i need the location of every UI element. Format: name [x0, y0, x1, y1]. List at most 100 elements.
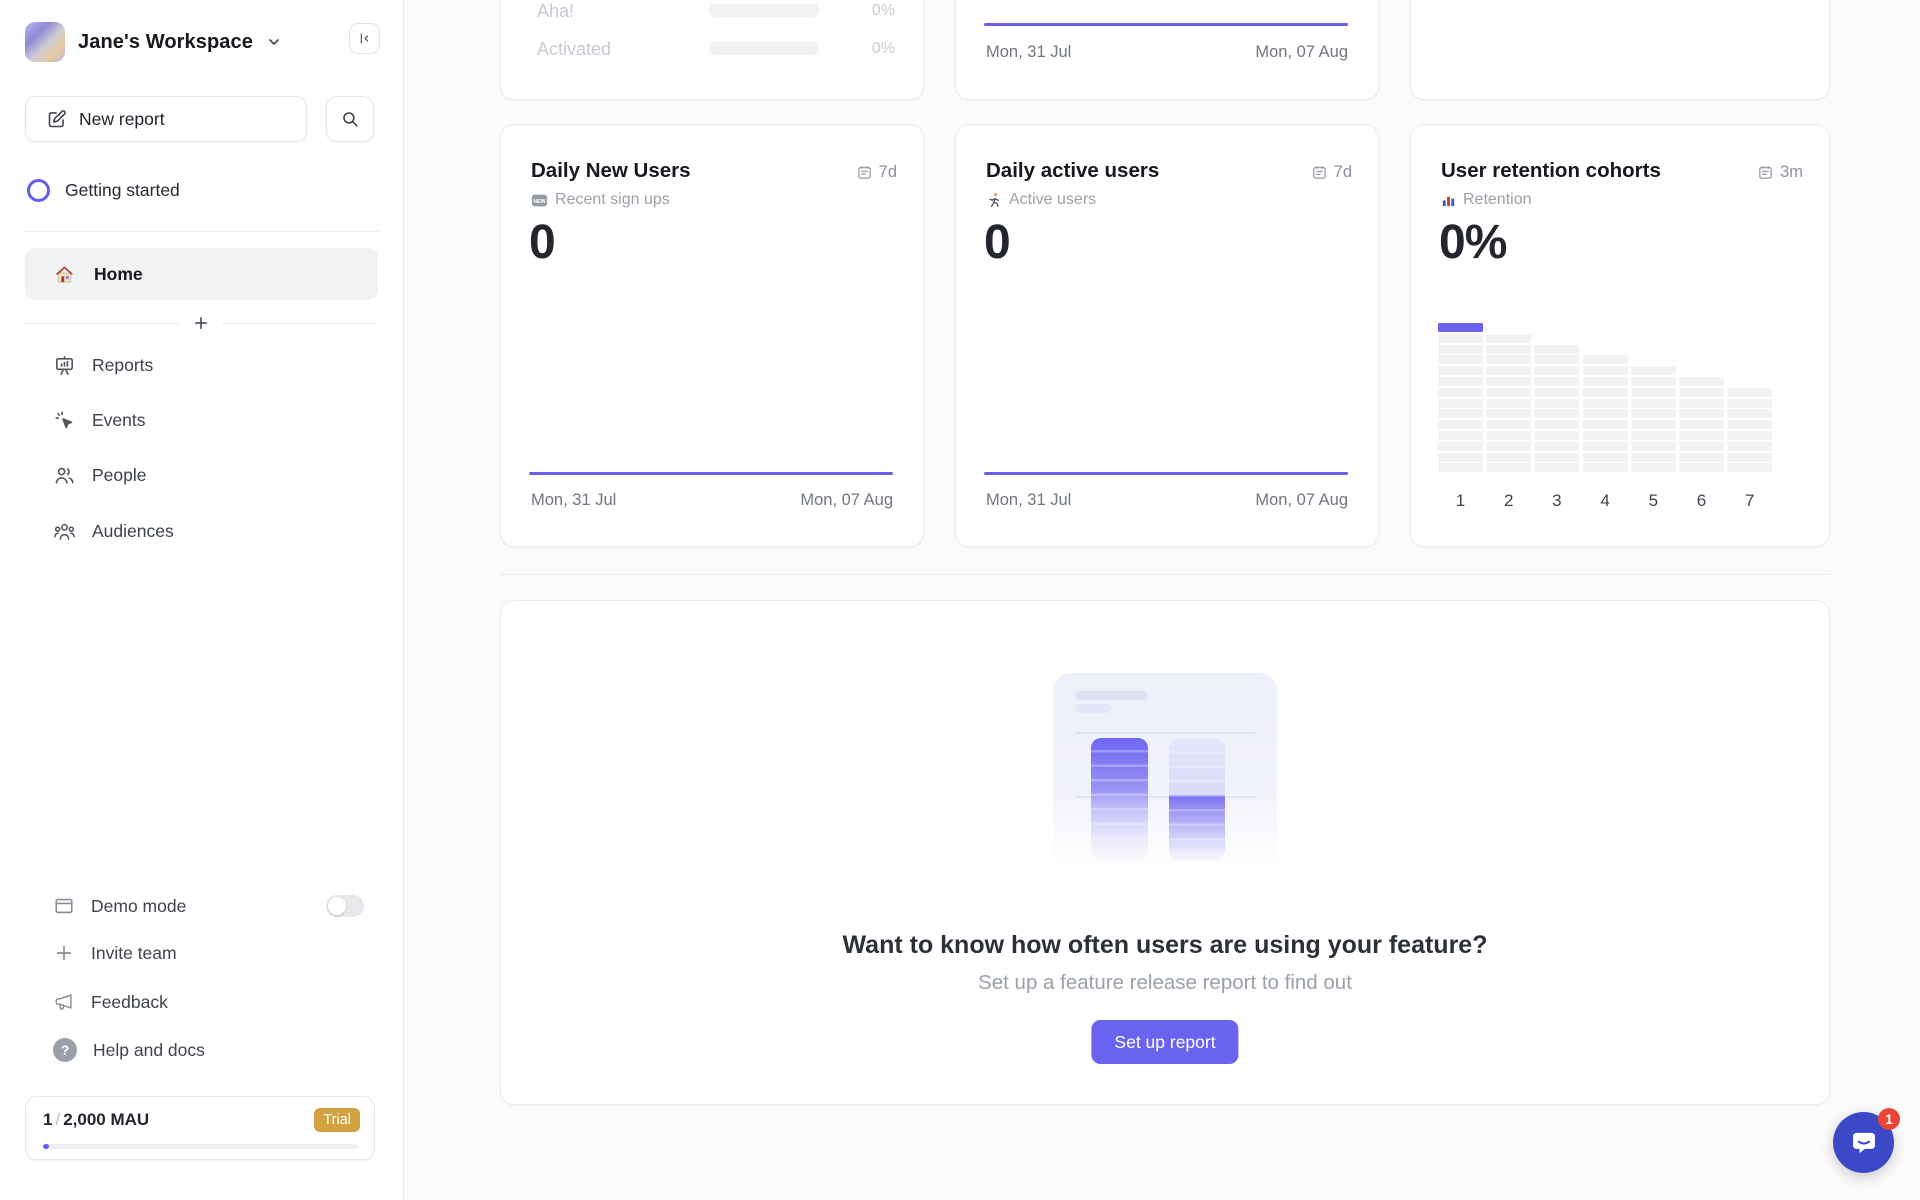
demo-mode-toggle[interactable] [326, 895, 364, 917]
range-label: 7d [1333, 163, 1352, 181]
mau-separator: / [55, 1110, 61, 1129]
workspace-name: Jane's Workspace [78, 30, 253, 53]
cohort-cell [1486, 333, 1532, 343]
events-label: Events [92, 409, 146, 430]
funnel-step-label: Aha! [537, 1, 575, 21]
cohort-cell [1582, 377, 1628, 386]
cohort-cell [1534, 441, 1580, 451]
sidebar-item-audiences[interactable]: Audiences [25, 511, 174, 551]
demo-mode-label: Demo mode [91, 895, 187, 916]
runner-icon [986, 192, 1002, 208]
funnel-step-row: Aha! 0% [501, 1, 923, 21]
sidebar-divider [25, 231, 379, 232]
workspace-switcher[interactable]: Jane's Workspace [25, 22, 282, 62]
notification-badge: 1 [1878, 1108, 1900, 1130]
audiences-label: Audiences [92, 520, 174, 541]
sidebar-item-invite-team[interactable]: Invite team [25, 933, 177, 973]
calendar-icon [1311, 164, 1328, 181]
card-title: Daily active users [986, 159, 1160, 182]
cohort-cell [1438, 409, 1483, 419]
sidebar-item-home[interactable]: Home [25, 248, 378, 300]
sidebar-item-reports[interactable]: Reports [25, 345, 153, 385]
sidebar-item-feedback[interactable]: Feedback [25, 982, 168, 1022]
cohort-week-label: 7 [1744, 491, 1755, 510]
search-button[interactable] [326, 96, 374, 142]
cta-title: Want to know how often users are using y… [842, 931, 1488, 959]
date-range-control[interactable]: 7d [1311, 163, 1352, 182]
daily-active-users-card[interactable]: Daily active users 7d Active users 0 Mon… [955, 124, 1379, 547]
new-report-icon [46, 109, 67, 130]
cohort-cell [1486, 420, 1532, 430]
sidebar-item-getting-started[interactable]: Getting started [25, 170, 180, 210]
cohort-cell [1438, 431, 1483, 440]
trend-card-partial[interactable]: Mon, 31 Jul Mon, 07 Aug [955, 0, 1379, 100]
funnel-step-value: 0% [871, 40, 895, 57]
dashboard-main: Aha! 0% Activated 0% Mon, 31 Jul Mon, 07 Au… [404, 0, 1920, 1200]
new-report-button[interactable]: New report [25, 96, 307, 142]
cohort-cell [1438, 344, 1483, 354]
cohort-week-label: 2 [1503, 491, 1514, 510]
add-section-button[interactable] [192, 314, 210, 332]
range-label: 7d [878, 163, 897, 181]
subtitle-label: Recent sign ups [555, 191, 670, 208]
set-up-report-button[interactable]: Set up report [1091, 1020, 1239, 1064]
cohort-cell [1438, 355, 1483, 365]
chart-flat-line [529, 472, 893, 475]
retention-cohorts-card[interactable]: User retention cohorts 3m Retention 0% 1… [1410, 124, 1830, 547]
collapse-sidebar-button[interactable] [349, 23, 380, 54]
new-report-label: New report [79, 108, 165, 129]
card-partial[interactable] [1410, 0, 1830, 100]
metric-value: 0 [529, 216, 556, 269]
chat-launcher-button[interactable]: 1 [1833, 1108, 1900, 1173]
chart-flat-line [984, 472, 1348, 475]
cohort-cell [1582, 441, 1628, 451]
cohort-cell [1582, 398, 1628, 408]
cohort-cell [1679, 398, 1724, 408]
sidebar-item-events[interactable]: Events [25, 400, 146, 440]
toggle-knob [328, 897, 346, 915]
card-subtitle: Retention [1441, 191, 1532, 209]
cohort-cell [1679, 377, 1724, 386]
funnel-step-bar [709, 42, 819, 55]
cohort-cell [1438, 441, 1483, 451]
cohort-cell [1679, 452, 1724, 462]
sidebar-item-help-docs[interactable]: ? Help and docs [25, 1030, 205, 1070]
cohort-cell [1582, 387, 1628, 397]
cohort-cell [1582, 420, 1628, 430]
cohort-cell [1486, 344, 1532, 354]
date-start: Mon, 31 Jul [986, 43, 1072, 61]
daily-new-users-card[interactable]: Daily New Users 7d NEW Recent sign ups 0… [500, 124, 924, 547]
cohort-cell [1679, 420, 1724, 430]
illustration-fade [1041, 790, 1289, 885]
sidebar-item-demo-mode: Demo mode [25, 886, 378, 926]
cohort-cell [1438, 377, 1483, 386]
date-end: Mon, 07 Aug [800, 491, 893, 509]
cohort-cell [1727, 398, 1773, 408]
chart-flat-line [984, 23, 1348, 26]
cohort-cell [1534, 355, 1580, 365]
getting-started-label: Getting started [65, 179, 180, 200]
date-start: Mon, 31 Jul [531, 491, 617, 509]
date-range-control[interactable]: 3m [1757, 163, 1803, 182]
chat-bubble-icon [1849, 1128, 1879, 1158]
cohort-cell [1438, 333, 1483, 343]
illustration-pill [1075, 691, 1148, 700]
cohort-cell [1679, 409, 1724, 419]
metric-value: 0% [1439, 216, 1507, 269]
cohort-cell [1630, 441, 1676, 451]
progress-ring-icon [27, 178, 50, 202]
cohort-cell [1630, 463, 1676, 473]
cohort-cell [1727, 463, 1773, 473]
date-end: Mon, 07 Aug [1255, 43, 1348, 61]
invite-team-label: Invite team [91, 942, 177, 963]
section-divider [500, 574, 1830, 575]
date-end: Mon, 07 Aug [1255, 491, 1348, 509]
cohort-cell [1582, 355, 1628, 365]
funnel-card[interactable]: Aha! 0% Activated 0% [500, 0, 924, 100]
card-subtitle: Active users [986, 191, 1096, 209]
bar-chart-icon [1441, 193, 1456, 208]
sidebar-item-people[interactable]: People [25, 455, 147, 495]
cohort-cell [1486, 387, 1532, 397]
cohort-cell [1630, 366, 1676, 376]
date-range-control[interactable]: 7d [856, 163, 897, 182]
